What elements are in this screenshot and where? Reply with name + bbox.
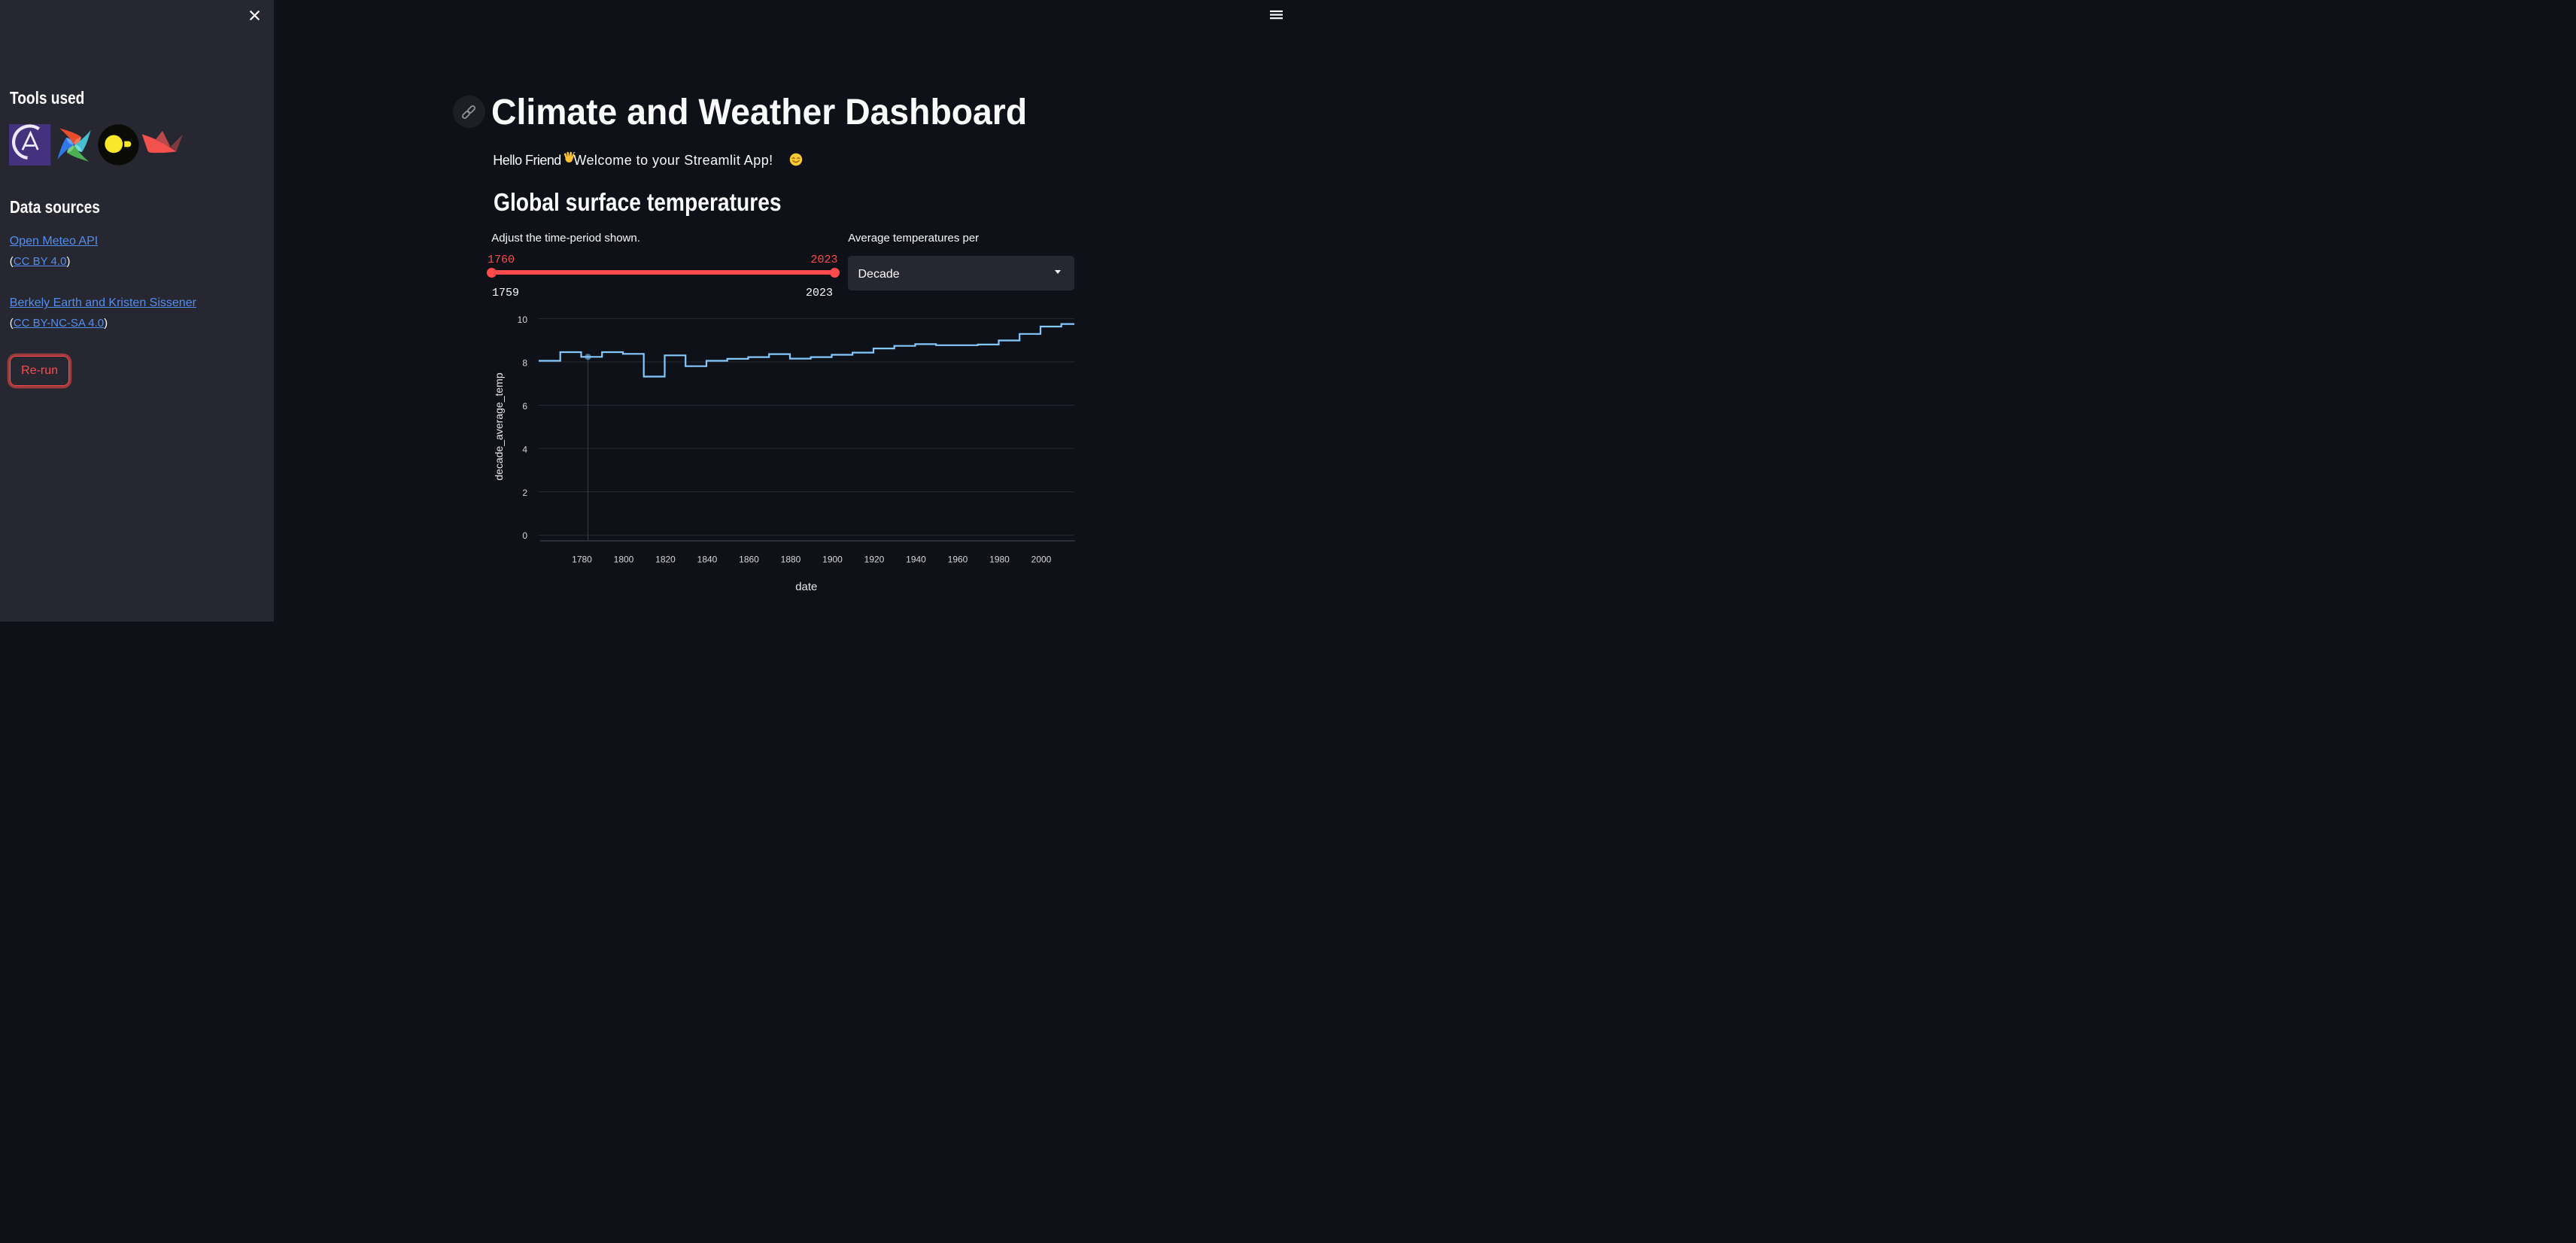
svg-text:8: 8 [522, 357, 527, 368]
svg-text:0: 0 [522, 530, 527, 541]
svg-text:1940: 1940 [906, 555, 926, 565]
svg-text:1860: 1860 [739, 555, 759, 565]
svg-text:2: 2 [522, 488, 527, 498]
svg-text:2000: 2000 [1031, 555, 1052, 565]
svg-text:1800: 1800 [614, 555, 634, 565]
svg-text:6: 6 [522, 401, 527, 412]
svg-text:1880: 1880 [781, 555, 801, 565]
svg-text:1820: 1820 [655, 555, 676, 565]
svg-text:4: 4 [522, 444, 527, 454]
svg-text:1960: 1960 [948, 555, 968, 565]
svg-text:1780: 1780 [572, 555, 592, 565]
svg-text:1840: 1840 [697, 555, 718, 565]
svg-text:1980: 1980 [989, 555, 1010, 565]
svg-text:1900: 1900 [822, 555, 843, 565]
svg-text:1920: 1920 [864, 555, 885, 565]
svg-text:decade_average_temp: decade_average_temp [493, 372, 505, 480]
svg-text:date: date [795, 581, 817, 594]
svg-text:10: 10 [518, 315, 528, 325]
